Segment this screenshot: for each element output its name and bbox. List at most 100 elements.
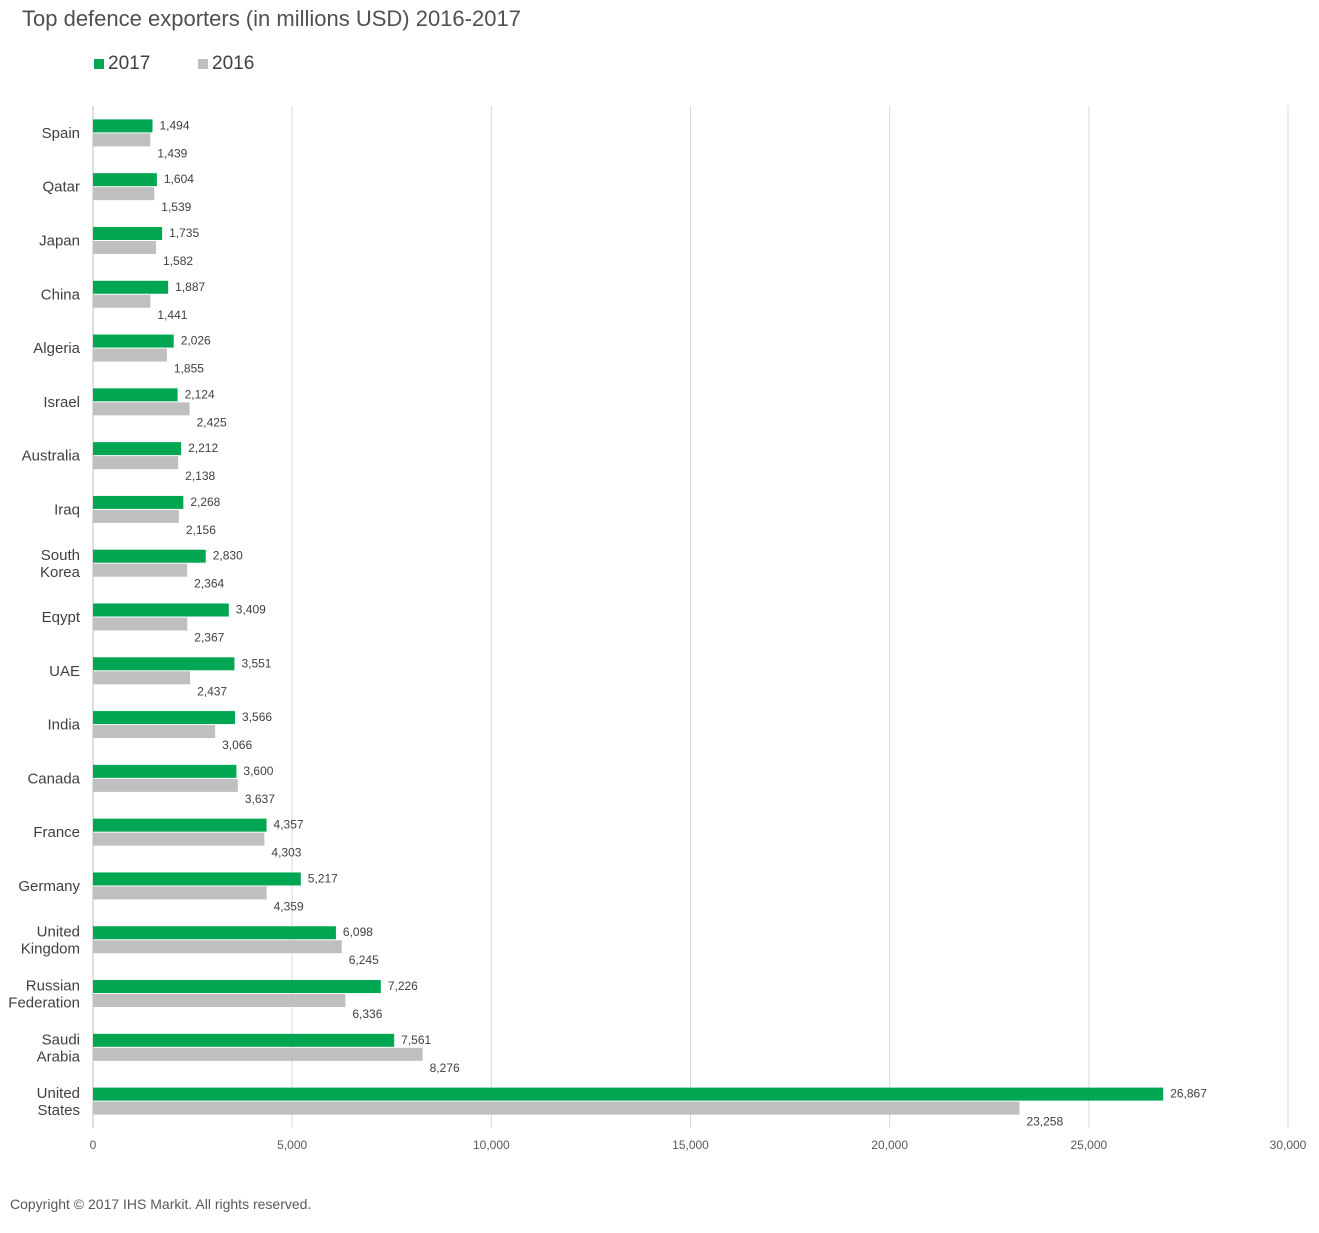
y-category-label: Qatar bbox=[42, 179, 80, 196]
bar-2017 bbox=[93, 711, 236, 725]
bar-2017 bbox=[93, 173, 157, 187]
bar-2016 bbox=[93, 832, 265, 846]
y-category-label: Australia bbox=[22, 448, 81, 465]
y-category-label: Iraq bbox=[54, 501, 80, 518]
bar-2016 bbox=[93, 994, 346, 1008]
data-label-2016: 2,437 bbox=[197, 684, 227, 698]
y-category-label: Israel bbox=[43, 394, 80, 411]
data-label-2017: 3,566 bbox=[242, 710, 272, 724]
bar-2017 bbox=[93, 495, 184, 509]
data-label-2017: 3,409 bbox=[236, 603, 266, 617]
y-category-label: Kingdom bbox=[21, 941, 80, 958]
data-label-2017: 7,561 bbox=[401, 1033, 431, 1047]
y-category-label: Korea bbox=[40, 564, 81, 581]
y-category-label: Federation bbox=[8, 995, 80, 1012]
y-category-label: United bbox=[37, 924, 80, 941]
data-label-2017: 2,830 bbox=[213, 549, 243, 563]
data-label-2016: 1,441 bbox=[157, 308, 187, 322]
legend-swatch-2017 bbox=[94, 59, 104, 69]
y-category-label: France bbox=[33, 824, 80, 841]
y-category-label: Spain bbox=[42, 125, 80, 142]
bar-2017 bbox=[93, 603, 229, 617]
y-category-label: Germany bbox=[18, 878, 80, 895]
bar-2017 bbox=[93, 764, 237, 778]
bar-2016 bbox=[93, 240, 157, 254]
bar-2017 bbox=[93, 1033, 395, 1047]
y-category-label: Eqypt bbox=[42, 609, 81, 626]
bar-2017 bbox=[93, 226, 163, 240]
bar-2017 bbox=[93, 280, 169, 294]
copyright-footer: Copyright © 2017 IHS Markit. All rights … bbox=[10, 1196, 312, 1212]
x-tick-label: 20,000 bbox=[871, 1138, 908, 1152]
legend-item-2016: 2016 bbox=[198, 53, 254, 75]
bar-2017 bbox=[93, 926, 336, 940]
data-label-2017: 7,226 bbox=[388, 979, 418, 993]
bar-2016 bbox=[93, 509, 179, 523]
y-category-label: UAE bbox=[49, 663, 80, 680]
bar-2017 bbox=[93, 334, 174, 348]
x-tick-label: 30,000 bbox=[1270, 1138, 1307, 1152]
data-label-2017: 26,867 bbox=[1170, 1087, 1207, 1101]
data-label-2016: 8,276 bbox=[430, 1061, 460, 1075]
y-category-label: Algeria bbox=[33, 340, 80, 357]
x-tick-label: 25,000 bbox=[1070, 1138, 1107, 1152]
legend-label-2017: 2017 bbox=[108, 53, 151, 74]
data-label-2016: 2,364 bbox=[194, 577, 224, 591]
data-label-2017: 5,217 bbox=[308, 871, 338, 885]
bar-2017 bbox=[93, 657, 235, 671]
bar-2016 bbox=[93, 1047, 423, 1061]
chart-title: Top defence exporters (in millions USD) … bbox=[22, 6, 521, 31]
x-tick-label: 5,000 bbox=[277, 1138, 307, 1152]
y-category-label: Japan bbox=[39, 232, 80, 249]
data-label-2017: 1,735 bbox=[169, 226, 199, 240]
y-category-label: India bbox=[47, 717, 80, 734]
data-label-2016: 6,336 bbox=[352, 1007, 382, 1021]
bar-2016 bbox=[93, 456, 179, 470]
data-label-2017: 3,551 bbox=[241, 656, 271, 670]
data-label-2017: 1,604 bbox=[164, 172, 194, 186]
data-label-2017: 2,026 bbox=[181, 334, 211, 348]
data-label-2016: 1,855 bbox=[174, 362, 204, 376]
data-label-2017: 1,494 bbox=[160, 118, 190, 132]
bar-2017 bbox=[93, 442, 182, 456]
data-label-2017: 2,212 bbox=[188, 441, 218, 455]
bar-2017 bbox=[93, 388, 178, 402]
data-label-2017: 3,600 bbox=[243, 764, 273, 778]
y-category-label: Canada bbox=[27, 770, 80, 787]
data-label-2016: 1,582 bbox=[163, 254, 193, 268]
x-tick-label: 0 bbox=[90, 1138, 97, 1152]
data-label-2016: 2,156 bbox=[186, 523, 216, 537]
data-label-2017: 4,357 bbox=[274, 818, 304, 832]
bar-2016 bbox=[93, 348, 167, 362]
bar-2017 bbox=[93, 549, 206, 563]
bar-2016 bbox=[93, 725, 216, 739]
bar-2016 bbox=[93, 940, 342, 954]
data-label-2017: 2,124 bbox=[185, 387, 215, 401]
bar-2017 bbox=[93, 818, 267, 832]
x-tick-label: 10,000 bbox=[473, 1138, 510, 1152]
y-category-label: South bbox=[41, 547, 80, 564]
data-label-2017: 2,268 bbox=[190, 495, 220, 509]
bar-2016 bbox=[93, 1101, 1020, 1115]
data-label-2016: 2,138 bbox=[185, 469, 215, 483]
bar-2016 bbox=[93, 294, 151, 308]
bar-2016 bbox=[93, 402, 190, 416]
bar-2016 bbox=[93, 187, 155, 201]
bar-2017 bbox=[93, 872, 301, 886]
y-category-label: United bbox=[37, 1085, 80, 1102]
bar-2017 bbox=[93, 1087, 1164, 1101]
data-label-2016: 23,258 bbox=[1026, 1115, 1063, 1129]
data-label-2016: 3,066 bbox=[222, 738, 252, 752]
bar-2016 bbox=[93, 563, 188, 577]
y-category-label: Saudi bbox=[42, 1031, 80, 1048]
bar-2017 bbox=[93, 980, 381, 994]
legend-swatch-2016 bbox=[198, 59, 208, 69]
data-label-2017: 1,887 bbox=[175, 280, 205, 294]
data-label-2016: 1,539 bbox=[161, 200, 191, 214]
bar-2016 bbox=[93, 617, 188, 631]
legend-label-2016: 2016 bbox=[212, 53, 255, 74]
y-category-label: China bbox=[41, 286, 81, 303]
data-label-2016: 4,303 bbox=[271, 846, 301, 860]
data-label-2016: 2,367 bbox=[194, 631, 224, 645]
y-category-label: Arabia bbox=[37, 1048, 81, 1065]
